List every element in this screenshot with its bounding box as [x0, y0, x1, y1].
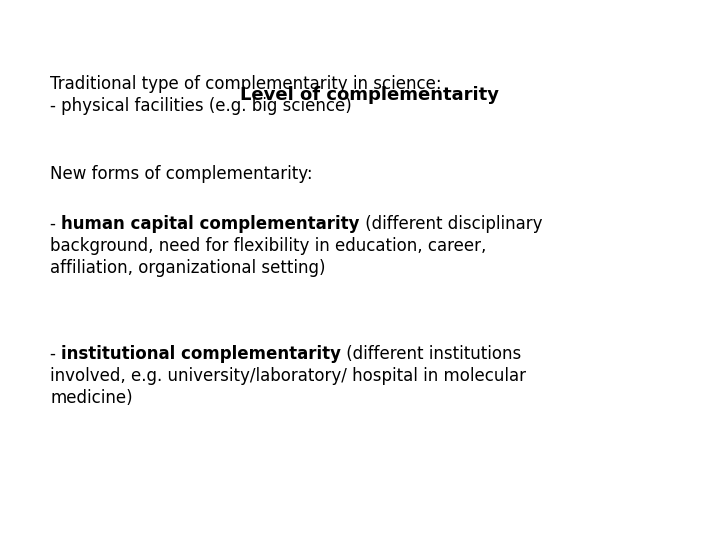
Text: affiliation, organizational setting): affiliation, organizational setting) — [50, 259, 325, 277]
Text: background, need for flexibility in education, career,: background, need for flexibility in educ… — [50, 237, 487, 255]
Text: - physical facilities (e.g. big science): - physical facilities (e.g. big science) — [50, 97, 352, 115]
Text: -: - — [50, 345, 61, 363]
Text: Traditional type of complementarity in science:: Traditional type of complementarity in s… — [50, 75, 441, 93]
Text: New forms of complementarity:: New forms of complementarity: — [50, 165, 312, 183]
Text: involved, e.g. university/laboratory/ hospital in molecular: involved, e.g. university/laboratory/ ho… — [50, 367, 526, 385]
Text: institutional complementarity: institutional complementarity — [61, 345, 341, 363]
Text: (different institutions: (different institutions — [341, 345, 521, 363]
Text: (different disciplinary: (different disciplinary — [359, 215, 542, 233]
Text: -: - — [50, 215, 61, 233]
Text: medicine): medicine) — [50, 389, 132, 407]
Text: Level of complementarity: Level of complementarity — [240, 85, 498, 104]
Text: human capital complementarity: human capital complementarity — [61, 215, 359, 233]
